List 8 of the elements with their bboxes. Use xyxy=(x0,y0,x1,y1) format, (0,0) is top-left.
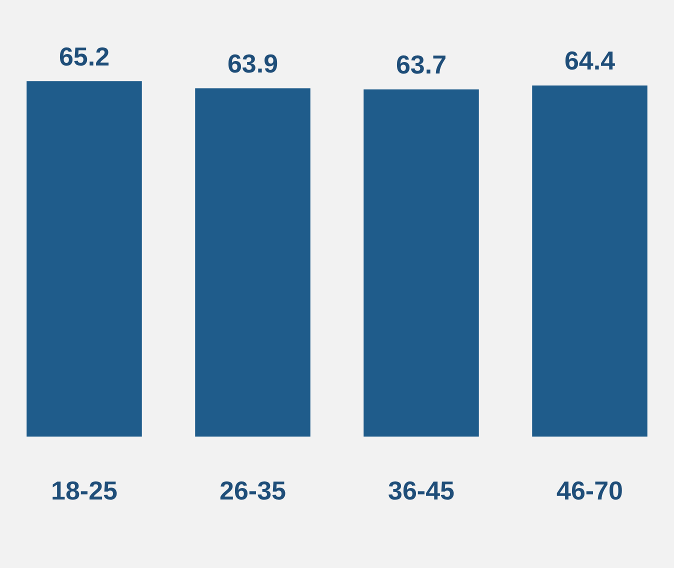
data-label: 63.9 xyxy=(227,48,278,78)
data-label: 64.4 xyxy=(564,46,616,76)
data-label: 63.7 xyxy=(396,50,447,80)
data-label: 65.2 xyxy=(58,41,110,72)
x-tick-label: 36-45 xyxy=(388,476,454,506)
x-tick-label: 26-35 xyxy=(220,476,286,506)
x-tick-label: 18-25 xyxy=(51,476,118,506)
x-tick-label: 46-70 xyxy=(556,476,623,506)
